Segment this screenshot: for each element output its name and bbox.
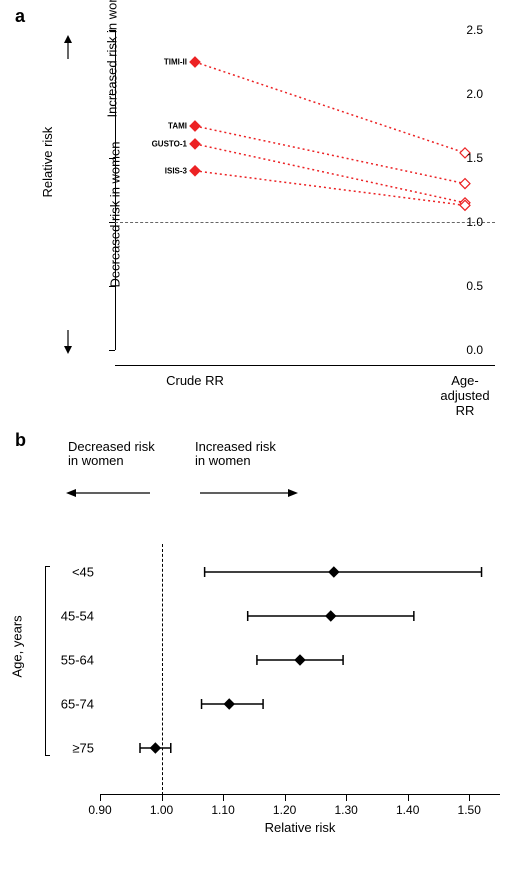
study-label: GUSTO-1 xyxy=(131,139,187,148)
study-label: TIMI-II xyxy=(131,58,187,67)
age-group-label: 45-54 xyxy=(52,609,94,624)
plot-a-annot-up: Increased risk in women xyxy=(105,0,120,118)
plot-b-x-tick-label: 1.20 xyxy=(273,803,296,817)
plot-b-x-tick xyxy=(285,795,286,801)
plot-b-category-bracket xyxy=(45,566,50,756)
study-label: ISIS-3 xyxy=(131,166,187,175)
plot-a-area: TIMI-IITAMIGUSTO-1ISIS-3 0.00.51.01.52.0… xyxy=(115,30,495,350)
plot-b-x-tick xyxy=(162,795,163,801)
age-group-label: 65-74 xyxy=(52,697,94,712)
plot-a-x-cat-crude: Crude RR xyxy=(166,373,224,388)
plot-b-x-tick xyxy=(469,795,470,801)
arrow-down-icon xyxy=(61,326,73,354)
plot-b-x-tick-label: 1.10 xyxy=(211,803,234,817)
plot-b-x-tick-label: 1.50 xyxy=(458,803,481,817)
panel-b: b Decreased riskin women Increased riski… xyxy=(0,430,520,875)
plot-b-x-tick-label: 1.40 xyxy=(396,803,419,817)
plot-b-x-tick xyxy=(223,795,224,801)
plot-b-x-tick xyxy=(346,795,347,801)
plot-a-y-tick-label: 1.5 xyxy=(466,151,483,165)
panel-b-label: b xyxy=(15,430,26,451)
panel-a-label: a xyxy=(15,6,25,27)
arrow-up-icon xyxy=(61,35,73,63)
plot-b-svg xyxy=(100,550,500,795)
plot-b-x-tick xyxy=(408,795,409,801)
plot-a-annot-down: Decreased risk in women xyxy=(107,142,122,288)
plot-b-x-title: Relative risk xyxy=(265,820,336,835)
age-group-label: 55-64 xyxy=(52,653,94,668)
panel-b-label-increased: Increased riskin women xyxy=(195,440,276,469)
plot-b-x-tick-label: 1.30 xyxy=(334,803,357,817)
plot-a-x-axis xyxy=(115,365,495,366)
plot-a-y-tick-label: 2.0 xyxy=(466,87,483,101)
panel-a: a TIMI-II TAMI GUSTO-1 ISIS-3 0.0 0.5 1.0 1.5 2… xyxy=(0,0,520,430)
panel-b-arrows xyxy=(60,482,330,504)
plot-b-y-title: Age, years xyxy=(10,615,25,677)
age-group-label: <45 xyxy=(52,565,94,580)
plot-b-area: Relative risk <4545-5455-6465-74≥75 0.90… xyxy=(100,550,500,795)
plot-a-y-tick-label: 0.0 xyxy=(466,343,483,357)
plot-b-x-tick-label: 1.00 xyxy=(150,803,173,817)
plot-a-x-cat-adjusted: Age-adjusted RR xyxy=(438,373,493,418)
plot-b-x-tick-label: 0.90 xyxy=(88,803,111,817)
plot-b-x-tick xyxy=(100,795,101,801)
plot-a-y-tick-label: 2.5 xyxy=(466,23,483,37)
plot-a-y-tick-label: 0.5 xyxy=(466,279,483,293)
panel-b-label-decreased: Decreased riskin women xyxy=(68,440,155,469)
plot-a-svg xyxy=(115,30,495,350)
plot-a-y-title: Relative risk xyxy=(40,127,55,198)
age-group-label: ≥75 xyxy=(52,741,94,756)
study-label: TAMI xyxy=(131,122,187,131)
figure-container: a TIMI-II TAMI GUSTO-1 ISIS-3 0.0 0.5 1.0 1.5 2… xyxy=(0,0,520,875)
plot-a-y-tick xyxy=(109,350,115,351)
plot-a-y-tick-label: 1.0 xyxy=(466,215,483,229)
